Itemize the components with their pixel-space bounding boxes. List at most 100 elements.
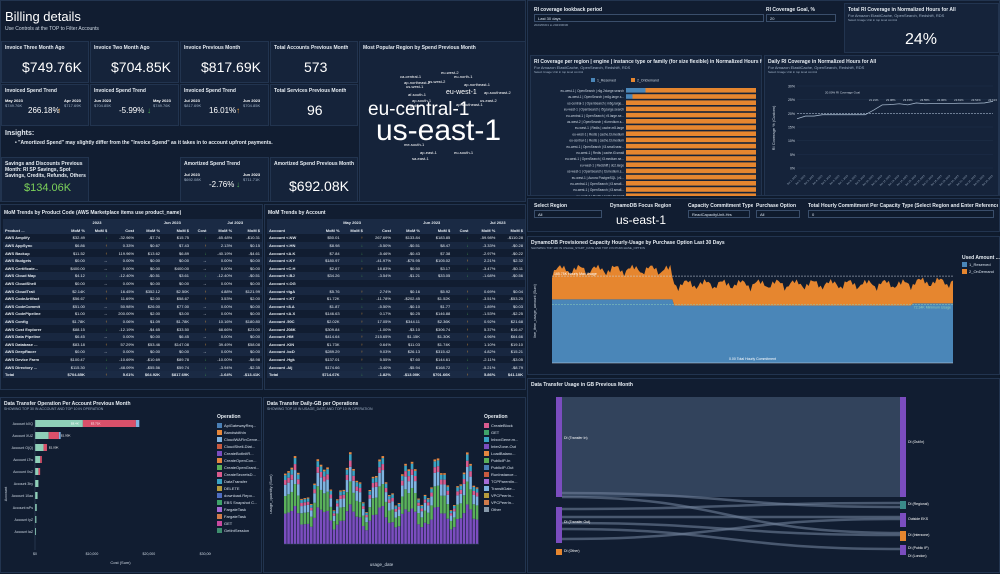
column-header[interactable]: MoM $ — [421, 226, 453, 235]
table-row[interactable]: AWS DeepRacer $0.00 → 0.00% $0.00 $0.00 → 0.00%… — [3, 348, 262, 356]
word-sa-east-1[interactable]: sa-east-1 — [412, 156, 429, 161]
legend-item[interactable]: InterZone-Out — [484, 443, 526, 450]
legend-item[interactable]: RunInstance... — [484, 471, 526, 478]
table-row[interactable]: Account .bcD $289.29 ↑ 9.03% $26.13 $315.42 ↑ 4… — [267, 348, 525, 356]
legend-item[interactable]: CreateSecretsD... — [217, 471, 263, 478]
legend-item[interactable]: EBS Snapshot C... — [217, 499, 263, 506]
legend-item[interactable]: CreateOpenCon... — [217, 457, 263, 464]
column-header[interactable]: MoM $ — [234, 226, 262, 235]
table-row[interactable]: AWS Cloud Map $4.12 ↓ -12.40% -$0.51 $3.61 ↓ -1… — [3, 272, 262, 280]
legend-item[interactable]: GET — [484, 429, 526, 436]
total-input[interactable]: 0 — [808, 210, 994, 218]
table-row[interactable]: AWS CloudTrail $2.14K ↑ 16.45% $352.12 $2.50K… — [3, 287, 262, 295]
table-row[interactable]: AWS Config $1.78K ↑ 0.06% $1.09 $1.78K ↑ 10.16%… — [3, 317, 262, 326]
table-row[interactable]: AWS CodePipeline $1.00 → 200.00% $2.00 $3.00 →… — [3, 310, 262, 318]
word-ap-east-1[interactable]: ap-east-1 — [420, 150, 437, 155]
column-header[interactable]: Cost — [109, 226, 137, 235]
table-row[interactable]: AWS AppSync $6.86 ↑ 0.33% $0.67 $7.43 ↑ 2.13% $0… — [3, 241, 262, 250]
word-us-west-2[interactable]: us-west-2 — [428, 79, 446, 84]
table-row[interactable]: AWS Cost Explorer $88.15 ↓ -12.19% -$4.65 $33… — [3, 325, 262, 333]
legend-item[interactable]: TransitGate... — [484, 485, 526, 492]
table-row[interactable]: AWS Budgets $0.00 → 0.00% $0.00 $0.00 → 0.00% $0… — [3, 256, 262, 265]
table-row[interactable]: Account <8.A $1.87 ↓ -5.50% -$0.10 $1.77 ↑ 1.89… — [267, 302, 525, 311]
table-row[interactable]: AWS CodeCommit $51.00 → 50.98% $26.00 $77.00 →… — [3, 302, 262, 311]
table-row[interactable]: AWS CodeArtifact $56.67 ↑ 11.69% $2.00 $58.67… — [3, 295, 262, 303]
column-header[interactable]: MoM % — [470, 226, 498, 235]
column-header[interactable]: Cost — [364, 226, 393, 235]
table-row[interactable]: Total $704.85K ↑ 5.61% $64.92K $817.69K ↓ -1.64… — [3, 370, 262, 379]
table-row[interactable]: AWS Database ... $83.18 ↑ 57.29% $53.46 $147.… — [3, 341, 262, 349]
column-header[interactable]: MoM $ — [341, 226, 365, 235]
column-header[interactable]: MoM $ — [86, 226, 110, 235]
table-row[interactable]: Total $714.67K ↓ -1.82% -$13.00K $701.66K ↑ 5.8… — [267, 370, 525, 379]
legend-item[interactable]: VPCPeerIn... — [484, 499, 526, 506]
word-us-east-1[interactable]: us-east-1 — [376, 114, 502, 147]
legend-item[interactable]: download.Repo... — [217, 492, 263, 499]
word-eu-central-1[interactable]: eu-central-1 — [368, 99, 470, 120]
legend-item-ondemand[interactable]: 2_OnDemand — [962, 268, 1000, 275]
legend-item[interactable]: GetIntSession — [217, 527, 263, 534]
word-ap-south-1[interactable]: ap-south-1 — [412, 98, 432, 103]
legend-item[interactable]: FargateTask — [217, 513, 263, 520]
column-header[interactable]: MoM $ — [497, 226, 525, 235]
word-global[interactable]: global — [410, 103, 421, 108]
legend-item[interactable]: CreateBlock — [484, 422, 526, 429]
word-ap-northeast-1[interactable]: ap-northeast-1 — [464, 82, 491, 87]
legend-item[interactable]: CreateBotInitR... — [217, 450, 263, 457]
word-eu-west-1[interactable]: eu-west-1 — [446, 89, 477, 96]
legend-item[interactable]: InboxGene.m... — [484, 436, 526, 443]
table-row[interactable]: AWS Certificate... $400.00 → 0.00% $0.00 $400… — [3, 265, 262, 273]
legend-item[interactable]: Other — [484, 506, 526, 513]
table-row[interactable]: AWS CloudShell $0.00 → 0.00% $0.00 $0.00 → 0.00… — [3, 280, 262, 288]
legend-item[interactable]: PublicIP-Out — [484, 464, 526, 471]
column-header[interactable]: MoM % — [311, 226, 342, 235]
table-row[interactable]: Account <A.K $7.84 ↓ -5.46% -$0.43 $7.38 ↓ -2.9… — [267, 249, 525, 257]
table-row[interactable]: Account <A.X $146.63 ↑ 0.17% $0.25 $146.88 ↓ -1… — [267, 310, 525, 318]
word-eu-north-1[interactable]: eu-north-1 — [454, 74, 473, 79]
table-row[interactable]: AWS Device Farm $100.47 ↓ -10.69% -$10.69 $89… — [3, 356, 262, 364]
table-row[interactable]: Account .HM $414.64 ↑ 215.65% $1.15K $1.30K ↑ 4… — [267, 332, 525, 341]
goal-input[interactable]: 20 — [766, 14, 836, 22]
legend-item[interactable]: FargateTask — [217, 506, 263, 513]
column-header[interactable]: MoM $ — [162, 226, 192, 235]
table-row[interactable]: AWS Data Pipeline $6.45 → 0.00% $0.00 $6.45 → 0… — [3, 332, 262, 341]
table-row[interactable]: Account J08K $309.84 ↓ -1.00% -$3.10 $306.74 ↑… — [267, 325, 525, 333]
word-us-west-1[interactable]: us-west-1 — [406, 84, 424, 89]
table-row[interactable]: Account <.KT $1.72K ↓ -11.78% -$202.45 $1.52K… — [267, 295, 525, 303]
table-row[interactable]: Account <.BJ $34.26 ↓ -3.54% -$1.21 $33.05 ↓ -1… — [267, 272, 525, 280]
word-us-east-2[interactable]: us-east-2 — [480, 98, 497, 103]
table-row[interactable]: Account .KlN $1.73K ↑ 0.64% $11.03 $1.74K ↑ 1.1… — [267, 341, 525, 349]
column-header[interactable]: Cost — [191, 226, 209, 235]
legend-item[interactable]: DELETE — [217, 485, 263, 492]
table-row[interactable]: Account <.OG — [267, 280, 525, 288]
word-ap-southeast-2[interactable]: ap-southeast-2 — [484, 90, 511, 95]
table-row[interactable]: AWS Amplify $32.49 ↓ -32.96% -$7.74 $15.75 ↓ -6… — [3, 234, 262, 242]
legend-item[interactable]: GET — [217, 520, 263, 527]
legend-item[interactable]: BandwidthIn — [217, 429, 263, 436]
word-af-south-1[interactable]: af-south-1 — [408, 92, 427, 97]
legend-item-reserved[interactable]: 1_Reserved — [962, 261, 1000, 268]
legend-item[interactable]: LoadBalanc... — [484, 450, 526, 457]
commit-select[interactable]: ReadCapacityUnit-Hrs — [688, 210, 750, 218]
word-eu-south-1[interactable]: eu-south-1 — [454, 150, 474, 155]
table-row[interactable]: Account <tgA $5.76 ↑ 2.74% $0.16 $5.92 ↑ 0.69% $… — [267, 287, 525, 295]
column-header[interactable]: MoM % — [208, 226, 235, 235]
word-me-south-1[interactable]: me-south-1 — [404, 142, 425, 147]
table-row[interactable]: AWS Backup $11.52 ↑ 119.96% $13.62 $6.89 ↓ -40.… — [3, 249, 262, 257]
table-row[interactable]: Account <.HN $8.98 ↓ -5.50% -$0.51 $8.47 ↓ -3.3… — [267, 241, 525, 250]
table-row[interactable]: Account .Alj $174.66 ↓ -3.40% -$5.94 $168.72 ↓… — [267, 363, 525, 371]
table-row[interactable]: Account <.KY $180.97 ↓ -41.97% -$75.95 $105.0… — [267, 256, 525, 265]
legend-item[interactable]: VPCPeerIn... — [484, 492, 526, 499]
table-row[interactable]: Account <.NW $50.01 ↑ 267.69% $133.84 $183.85… — [267, 234, 525, 242]
legend-item[interactable]: CreateOpenGrant... — [217, 464, 263, 471]
region-select[interactable]: All — [534, 210, 602, 218]
legend-item[interactable]: CloudWAFInCerve... — [217, 436, 263, 443]
column-header[interactable]: MoM % — [136, 226, 163, 235]
word-ap-northeast-2[interactable]: ap-northeast-2 — [404, 80, 431, 85]
lookback-select[interactable]: Last 30 days — [534, 14, 764, 22]
column-header[interactable]: MoM % — [392, 226, 422, 235]
table-row[interactable]: Account <C.H $2.67 ↑ 18.83% $0.50 $3.17 ↓ -3.47… — [267, 265, 525, 273]
table-row[interactable]: AWS Directory ... $115.30 ↓ -48.09% -$55.56 $… — [3, 363, 262, 371]
legend-item[interactable]: PublicIP-In — [484, 457, 526, 464]
legend-item[interactable]: TCPParentIn... — [484, 478, 526, 485]
